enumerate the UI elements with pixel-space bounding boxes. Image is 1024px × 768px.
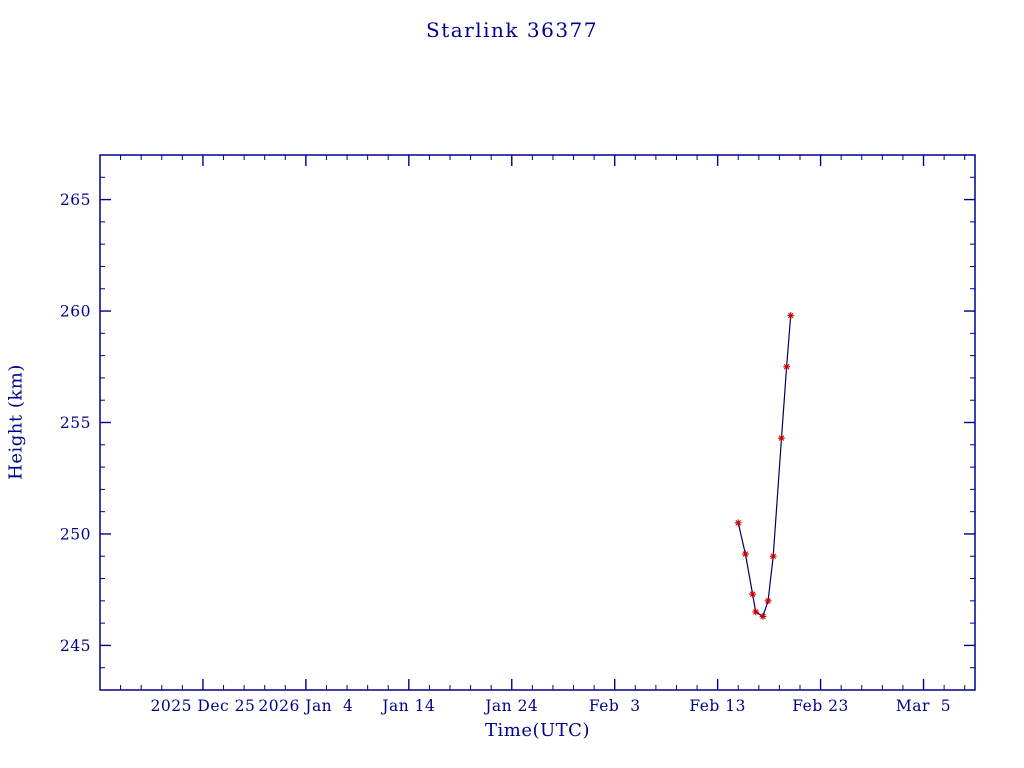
data-point-marker (764, 597, 772, 605)
data-point-marker (742, 550, 749, 558)
marker-stroke (778, 435, 785, 441)
x-axis-label: Time(UTC) (485, 720, 590, 741)
marker-stroke (742, 551, 749, 557)
chart-title: Starlink 36377 (426, 18, 598, 42)
x-tick-label: Feb 3 (589, 697, 641, 715)
data-point-marker (759, 613, 767, 620)
data-point-marker (752, 608, 760, 616)
y-tick-label: 250 (60, 525, 91, 543)
marker-stroke (765, 598, 771, 604)
y-tick-label: 260 (60, 303, 91, 321)
y-tick-label: 255 (60, 414, 91, 432)
data-point-marker (787, 312, 795, 319)
x-tick-label: Jan 24 (483, 697, 538, 715)
x-tick-label: 2026 Jan 4 (258, 697, 353, 715)
data-point-marker (749, 590, 757, 598)
y-tick-label: 265 (60, 191, 91, 209)
data-point-marker (778, 434, 785, 442)
x-tick-label: Jan 14 (380, 697, 435, 715)
marker-stroke (752, 609, 759, 615)
data-point-marker (783, 363, 791, 371)
marker-stroke (783, 363, 790, 370)
data-point-marker (769, 552, 777, 560)
y-tick-label: 245 (60, 637, 91, 655)
x-tick-label: Mar 5 (896, 697, 951, 715)
x-tick-label: Feb 13 (689, 697, 746, 715)
x-tick-label: Feb 23 (792, 697, 849, 715)
marker-stroke (770, 553, 777, 560)
marker-stroke (760, 613, 766, 620)
marker-stroke (787, 312, 794, 319)
marker-stroke (735, 520, 742, 526)
marker-stroke (749, 591, 756, 597)
plot-frame (99, 154, 976, 691)
x-tick-label: 2025 Dec 25 (151, 697, 256, 715)
data-line (737, 315, 792, 618)
data-point-marker (734, 519, 742, 527)
